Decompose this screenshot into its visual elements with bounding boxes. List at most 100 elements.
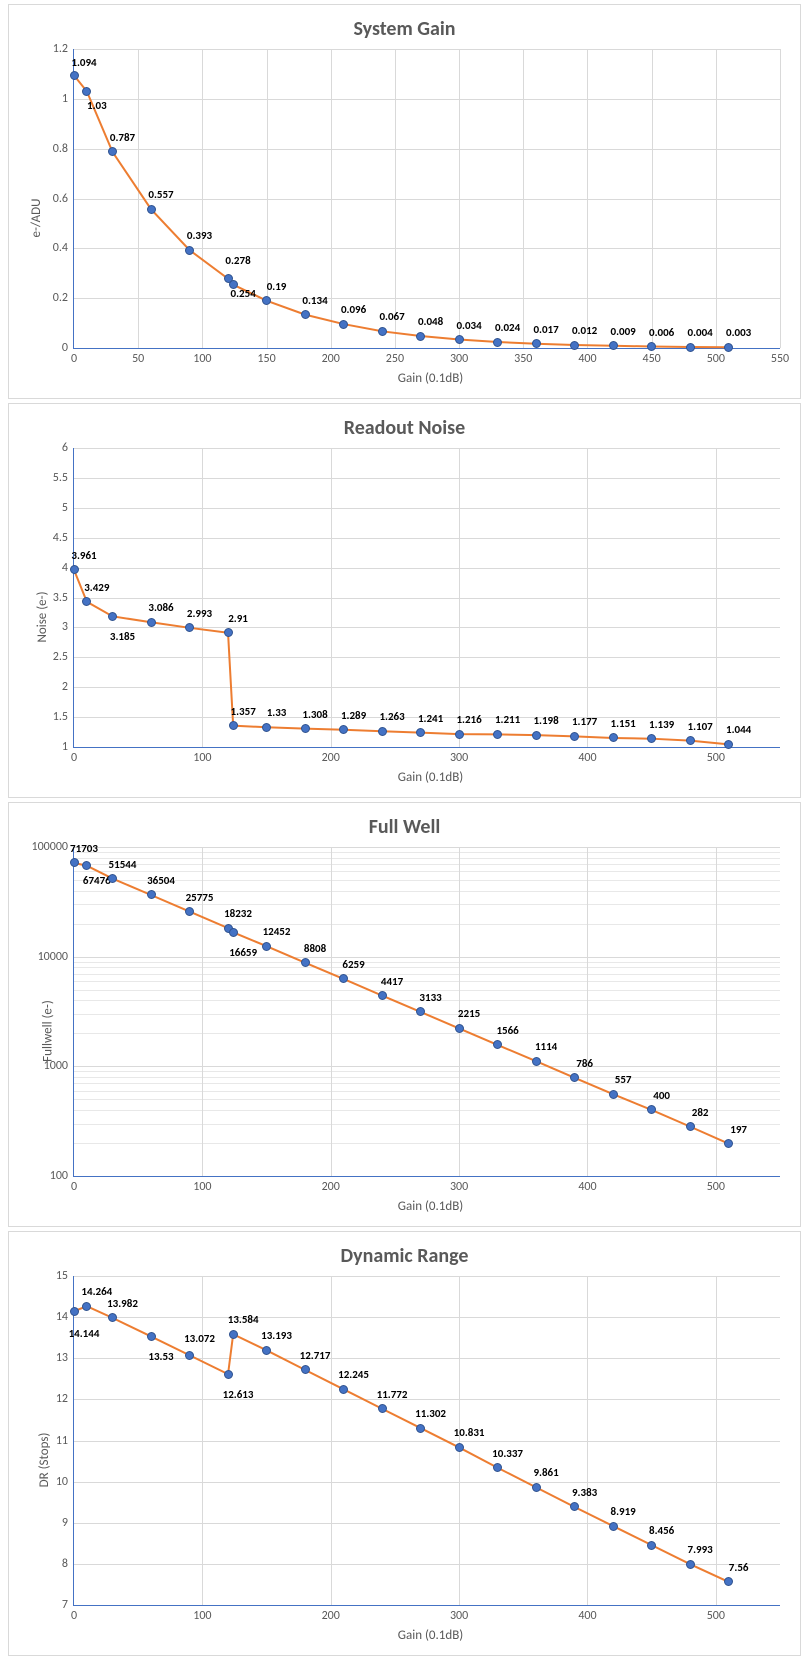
data-point bbox=[378, 727, 387, 736]
data-label: 67476 bbox=[83, 874, 111, 887]
y-axis-label: Noise (e-) bbox=[35, 591, 50, 642]
data-point bbox=[185, 246, 194, 255]
data-point bbox=[493, 730, 502, 739]
x-axis-label: Gain (0.1dB) bbox=[73, 770, 788, 785]
plot-area: 010020030040050078910111213141514.14414.… bbox=[73, 1276, 780, 1606]
data-label: 10.337 bbox=[492, 1447, 523, 1460]
x-tick-label: 200 bbox=[322, 348, 340, 366]
y-tick-label: 3 bbox=[62, 620, 74, 634]
data-label: 8.919 bbox=[611, 1505, 636, 1518]
y-tick-label: 7 bbox=[62, 1598, 74, 1612]
y-tick-label: 0.6 bbox=[53, 192, 74, 206]
chart-title: Dynamic Range bbox=[21, 1244, 788, 1268]
data-point bbox=[108, 874, 117, 883]
x-tick-label: 400 bbox=[578, 1605, 596, 1623]
data-label: 282 bbox=[692, 1106, 709, 1119]
data-point bbox=[416, 332, 425, 341]
data-point bbox=[724, 343, 733, 352]
data-label: 36504 bbox=[147, 874, 175, 887]
data-label: 13.584 bbox=[228, 1313, 259, 1326]
x-tick-label: 250 bbox=[386, 348, 404, 366]
series-line bbox=[74, 847, 780, 1176]
x-tick-label: 100 bbox=[193, 747, 211, 765]
data-point bbox=[185, 1351, 194, 1360]
y-tick-label: 0.2 bbox=[53, 291, 74, 305]
y-tick-label: 10 bbox=[56, 1475, 74, 1489]
data-point bbox=[686, 1560, 695, 1569]
chart-wrap: e-/ADU 0501001502002503003504004505005500… bbox=[21, 49, 788, 386]
plot-area: 0100200300400500100100010000100000717036… bbox=[73, 847, 780, 1177]
x-tick-label: 150 bbox=[257, 348, 275, 366]
data-point bbox=[229, 721, 238, 730]
data-point bbox=[493, 338, 502, 347]
data-label: 0.134 bbox=[302, 294, 327, 307]
data-point bbox=[147, 618, 156, 627]
data-point bbox=[686, 1122, 695, 1131]
data-point bbox=[724, 740, 733, 749]
data-point bbox=[224, 1370, 233, 1379]
full-well-panel: Full WellFullwell (e-)010020030040050010… bbox=[8, 802, 801, 1227]
data-label: 0.048 bbox=[418, 315, 443, 328]
y-tick-label: 1000 bbox=[44, 1059, 74, 1073]
data-label: 0.003 bbox=[726, 326, 751, 339]
data-label: 0.006 bbox=[649, 326, 674, 339]
data-point bbox=[70, 1307, 79, 1316]
data-point bbox=[301, 958, 310, 967]
x-tick-label: 550 bbox=[771, 348, 789, 366]
data-label: 0.024 bbox=[495, 321, 520, 334]
x-tick-label: 400 bbox=[578, 747, 596, 765]
data-label: 0.009 bbox=[611, 325, 636, 338]
data-label: 3.185 bbox=[110, 630, 135, 643]
y-tick-label: 8 bbox=[62, 1557, 74, 1571]
data-label: 8.456 bbox=[649, 1524, 674, 1537]
data-point bbox=[301, 1365, 310, 1374]
data-point bbox=[378, 1404, 387, 1413]
data-label: 3.086 bbox=[148, 601, 173, 614]
x-tick-label: 100 bbox=[193, 348, 211, 366]
data-label: 2.91 bbox=[228, 612, 248, 625]
system-gain-panel: System Gaine-/ADU05010015020025030035040… bbox=[8, 4, 801, 399]
x-tick-label: 200 bbox=[322, 1605, 340, 1623]
data-label: 9.861 bbox=[533, 1466, 558, 1479]
y-tick-label: 100000 bbox=[32, 840, 75, 854]
data-point bbox=[532, 339, 541, 348]
y-tick-label: 9 bbox=[62, 1516, 74, 1530]
data-label: 197 bbox=[730, 1123, 747, 1136]
data-point bbox=[229, 928, 238, 937]
x-tick-label: 50 bbox=[132, 348, 144, 366]
y-tick-label: 4.5 bbox=[53, 531, 74, 545]
x-axis-label: Gain (0.1dB) bbox=[73, 1628, 788, 1643]
data-label: 1.263 bbox=[379, 710, 404, 723]
x-tick-label: 200 bbox=[322, 1176, 340, 1194]
data-point bbox=[339, 320, 348, 329]
data-label: 1.211 bbox=[495, 713, 520, 726]
data-label: 9.383 bbox=[572, 1486, 597, 1499]
data-label: 1566 bbox=[496, 1024, 518, 1037]
data-point bbox=[229, 1330, 238, 1339]
data-label: 0.393 bbox=[187, 229, 212, 242]
y-tick-label: 1.2 bbox=[53, 42, 74, 56]
data-label: 0.017 bbox=[533, 323, 558, 336]
x-tick-label: 100 bbox=[193, 1176, 211, 1194]
data-label: 25775 bbox=[186, 891, 214, 904]
x-tick-label: 350 bbox=[514, 348, 532, 366]
plot-area: 05010015020025030035040045050055000.20.4… bbox=[73, 49, 780, 349]
data-point bbox=[70, 71, 79, 80]
data-label: 3.961 bbox=[71, 549, 96, 562]
data-point bbox=[532, 1483, 541, 1492]
y-axis-label: e-/ADU bbox=[29, 198, 44, 237]
data-label: 0.278 bbox=[225, 254, 250, 267]
data-label: 786 bbox=[576, 1057, 593, 1070]
data-label: 13.53 bbox=[148, 1350, 173, 1363]
data-point bbox=[609, 1090, 618, 1099]
data-label: 1.107 bbox=[688, 720, 713, 733]
chart-title: Readout Noise bbox=[21, 416, 788, 440]
x-tick-label: 100 bbox=[193, 1605, 211, 1623]
data-point bbox=[532, 731, 541, 740]
data-label: 1.139 bbox=[649, 718, 674, 731]
y-tick-label: 1.5 bbox=[53, 710, 74, 724]
data-label: 14.144 bbox=[69, 1327, 100, 1340]
data-label: 0.254 bbox=[231, 287, 256, 300]
data-label: 0.004 bbox=[688, 326, 713, 339]
y-tick-label: 15 bbox=[56, 1269, 74, 1283]
